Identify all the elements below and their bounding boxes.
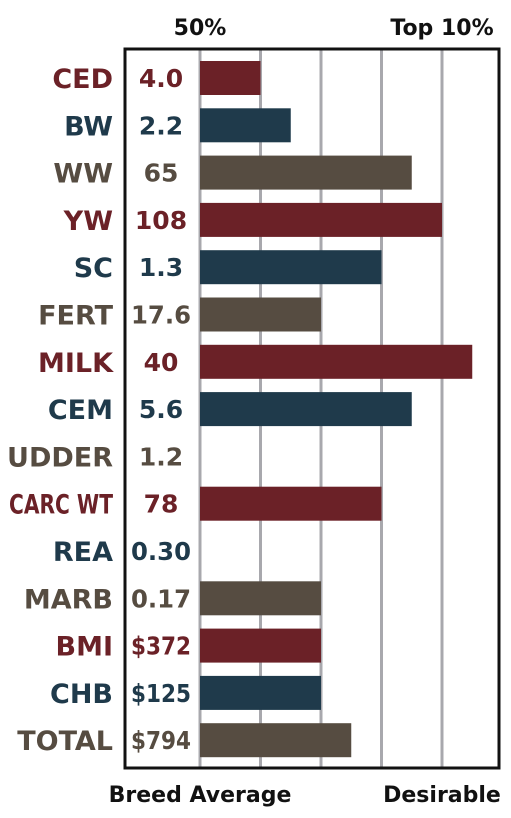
bar-marb	[200, 581, 321, 616]
bar-total	[200, 723, 352, 758]
bar-sc	[200, 250, 382, 285]
bar-ced	[200, 61, 261, 95]
value-label-udder: 1.2	[139, 442, 183, 471]
top-label-50-percent: 50%	[174, 16, 227, 41]
trait-label-chb: CHB	[50, 679, 113, 710]
trait-label-bmi: BMI	[56, 632, 114, 663]
value-label-yw: 108	[135, 206, 187, 235]
chart-frame	[123, 47, 501, 770]
trait-label-ww: WW	[53, 159, 113, 190]
value-label-carc-wt: 78	[144, 490, 179, 519]
trait-label-fert: FERT	[38, 301, 113, 332]
trait-label-sc: SC	[74, 253, 113, 284]
trait-label-udder: UDDER	[7, 442, 113, 473]
bars	[200, 61, 473, 758]
bottom-label-breed-average: Breed Average	[109, 783, 292, 808]
value-label-rea: 0.30	[131, 537, 191, 566]
bar-bw	[200, 108, 291, 143]
value-label-ww: 65	[144, 159, 179, 188]
bar-milk	[200, 344, 473, 379]
bar-fert	[200, 297, 321, 332]
top-label-top-10-percent: Top 10%	[390, 16, 493, 41]
bar-carc-wt	[200, 486, 382, 521]
value-label-cem: 5.6	[139, 395, 183, 424]
trait-label-yw: YW	[63, 206, 113, 237]
trait-label-milk: MILK	[38, 348, 114, 379]
value-label-marb: 0.17	[131, 584, 191, 613]
bar-ww	[200, 155, 412, 190]
trait-label-marb: MARB	[24, 584, 113, 615]
trait-label-bw: BW	[64, 111, 113, 142]
value-label-sc: 1.3	[139, 253, 183, 282]
trait-label-cem: CEM	[48, 395, 113, 426]
trait-label-rea: REA	[53, 537, 113, 568]
trait-label-total: TOTAL	[17, 726, 113, 757]
bar-cem	[200, 392, 412, 427]
bar-yw	[200, 202, 442, 237]
bar-chb	[200, 675, 321, 710]
trait-label-ced: CED	[52, 64, 113, 95]
value-label-milk: 40	[144, 348, 179, 377]
value-label-chb: $125	[131, 679, 191, 708]
value-label-ced: 4.0	[139, 64, 183, 93]
value-label-bw: 2.2	[139, 111, 183, 140]
row-labels: CED 4.0 BW 2.2 WW 65 YW 108 SC 1.3 FERT 17.6 MILK 40 C…	[7, 64, 191, 757]
value-label-total: $794	[131, 726, 191, 755]
bar-bmi	[200, 628, 321, 663]
value-label-bmi: $372	[131, 632, 191, 661]
value-label-fert: 17.6	[131, 301, 191, 330]
trait-label-carc-wt: CARC WT	[9, 490, 113, 521]
bottom-label-desirable: Desirable	[383, 783, 501, 808]
